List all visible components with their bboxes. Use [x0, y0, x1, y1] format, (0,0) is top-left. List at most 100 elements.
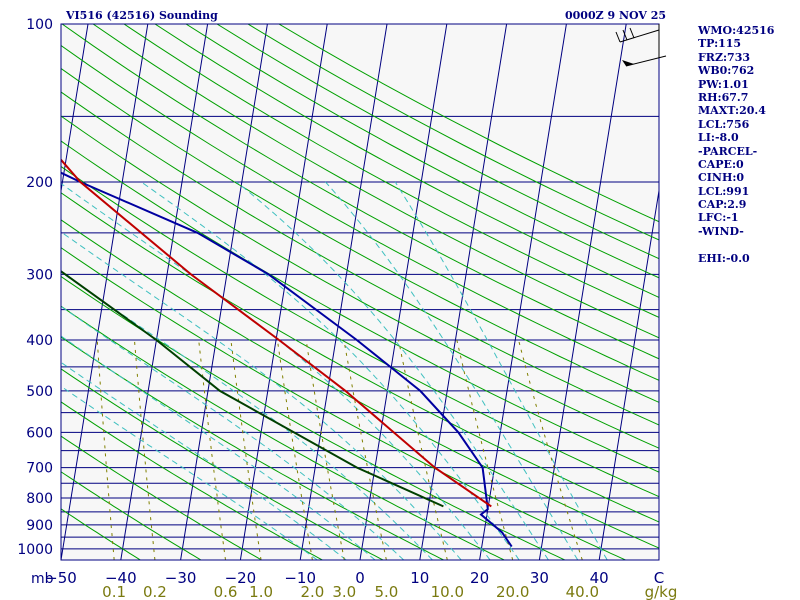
dry-adiabat — [61, 91, 659, 426]
index-line: -WIND- — [698, 224, 744, 238]
mixing-ratio-tick-label: 1.0 — [249, 583, 273, 600]
dry-adiabat — [216, 24, 659, 260]
temperature-tick-label: 20 — [470, 569, 489, 587]
dry-adiabat — [61, 67, 659, 403]
index-line — [698, 238, 774, 251]
moist-adiabat — [394, 181, 608, 560]
isotherm-line — [359, 24, 448, 560]
index-line: LCL:756 — [698, 117, 750, 131]
isotherm-line — [61, 24, 89, 194]
mixing-ratio-line — [456, 339, 514, 560]
isotherm-line — [538, 24, 627, 560]
dry-adiabat — [61, 115, 659, 449]
mixing-ratio-tick-label: 20.0 — [496, 583, 529, 600]
moist-adiabat — [61, 361, 347, 560]
pressure-tick-label: 300 — [26, 267, 53, 283]
pressure-tick-label: 400 — [26, 333, 53, 349]
dry-adiabat — [92, 24, 659, 339]
dry-adiabat — [61, 336, 444, 560]
index-line: CAPE:0 — [698, 157, 744, 171]
index-line: CAP:2.9 — [698, 198, 747, 212]
dry-adiabat — [61, 471, 202, 560]
mixing-ratio-line — [134, 339, 156, 560]
temperature-tick-label: 10 — [410, 569, 429, 587]
dry-adiabat — [61, 305, 505, 560]
dry-adiabat — [123, 24, 659, 318]
dry-adiabat — [61, 165, 659, 498]
mixing-ratio-line — [230, 339, 262, 560]
index-line: LFC:-1 — [698, 211, 739, 225]
temperature-unit-label: C — [654, 569, 664, 587]
dry-adiabat — [61, 24, 659, 360]
dry-adiabat — [61, 508, 141, 560]
index-line: PW:1.01 — [698, 77, 749, 91]
dry-adiabat — [61, 44, 659, 381]
index-line: LI:-8.0 — [698, 131, 739, 145]
dry-adiabat — [185, 24, 659, 279]
moist-adiabat — [236, 181, 549, 560]
moist-adiabat — [61, 385, 318, 560]
pressure-tick-label: 600 — [26, 425, 53, 441]
isotherm-line — [598, 187, 659, 560]
dry-adiabat — [61, 247, 626, 560]
mixing-ratio-tick-label: 0.2 — [143, 583, 167, 600]
temperature-tick-label: −10 — [284, 569, 316, 587]
temperature-tick-label: 30 — [530, 569, 549, 587]
mixing-ratio-line — [518, 339, 583, 560]
index-line: TP:115 — [698, 37, 742, 51]
pressure-tick-label: 500 — [26, 384, 53, 400]
pressure-tick-label: 200 — [26, 175, 53, 191]
wind-barb-feather — [622, 29, 628, 41]
mixing-ratio-tick-label: 3.0 — [332, 583, 356, 600]
mixing-ratio-line — [198, 339, 226, 560]
wind-barb-pennant — [622, 60, 634, 66]
isotherm-line — [120, 24, 209, 560]
isotherm-line — [419, 24, 508, 560]
temperature-tick-label: −30 — [165, 569, 197, 587]
temperature-tick-label: −20 — [225, 569, 257, 587]
wind-barb-feather — [615, 31, 621, 43]
mixing-ratio-tick-label: 2.0 — [300, 583, 324, 600]
datetime-label: 0000Z 9 NOV 25 — [565, 9, 667, 22]
dry-adiabat — [61, 368, 384, 560]
dewpoint-trace — [61, 270, 444, 508]
wind-barb-shaft — [625, 55, 667, 67]
temperature-tick-label: 0 — [355, 569, 365, 587]
temperature-tick-label: −50 — [45, 569, 77, 587]
index-line: RH:67.7 — [698, 90, 749, 104]
mixing-ratio-tick-label: 0.1 — [102, 583, 126, 600]
moist-adiabat — [325, 181, 579, 560]
index-line: LCL:991 — [698, 184, 750, 198]
mixing-ratio-tick-label: 10.0 — [431, 583, 464, 600]
index-line: MAXT:20.4 — [698, 104, 766, 118]
profile-traces — [61, 158, 513, 548]
index-line: WMO:42516 — [698, 24, 775, 37]
mixing-ratio-tick-label: 40.0 — [566, 583, 599, 600]
mixing-ratio-line — [305, 339, 345, 560]
mixing-ratio-tick-label: 0.6 — [214, 583, 238, 600]
moist-adiabat — [61, 231, 462, 560]
dry-adiabat — [154, 24, 659, 298]
pressure-tick-label: 900 — [26, 518, 53, 534]
index-line: -PARCEL- — [698, 144, 758, 158]
sounding-indices-panel: WMO:42516 TP:115 FRZ:733 WB0:762 PW:1.01 RH:6… — [698, 24, 774, 265]
pressure-tick-label: 700 — [26, 461, 53, 477]
moist-adiabat — [61, 335, 376, 560]
isotherm-line — [61, 24, 149, 560]
index-line: EHI:-0.0 — [698, 251, 750, 265]
isotherm-line — [239, 24, 328, 560]
index-line: FRZ:733 — [698, 50, 751, 64]
pressure-tick-label: 1000 — [17, 542, 53, 558]
mixing-ratio-unit-label: g/kg — [645, 583, 678, 600]
index-line: CINH:0 — [698, 171, 745, 185]
plot-background — [61, 24, 659, 560]
station-title: VI516 (42516) Sounding — [66, 9, 218, 22]
dry-adiabat — [61, 140, 659, 473]
wind-barbs — [615, 24, 667, 67]
index-line: WB0:762 — [698, 64, 755, 78]
temperature-trace — [61, 158, 492, 508]
isotherm-line — [0, 24, 28, 560]
mixing-ratio-tick-label: 5.0 — [374, 583, 398, 600]
dry-adiabat — [61, 435, 262, 560]
